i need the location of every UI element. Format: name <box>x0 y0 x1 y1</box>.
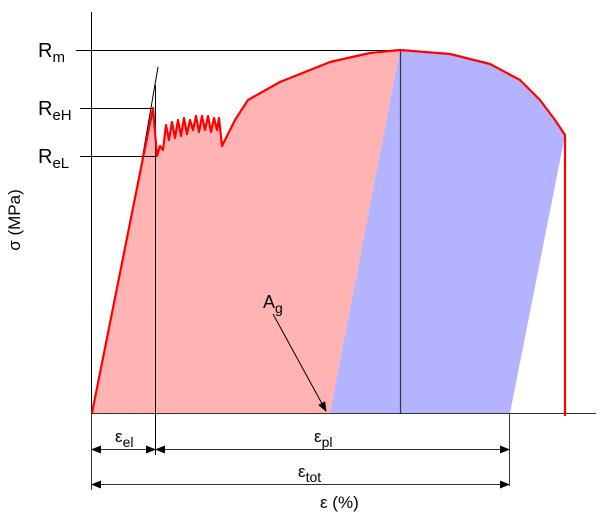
ag-arrow <box>272 313 327 412</box>
uniform-elongation-fill <box>330 50 565 413</box>
eps-tot-label: εtot <box>298 462 321 485</box>
rel-label: ReL <box>38 146 69 172</box>
eps-el-label: εel <box>115 427 134 450</box>
ag-label: Ag <box>263 292 283 316</box>
eps-pl-label: εpl <box>314 427 333 450</box>
rm-label: Rm <box>38 40 65 66</box>
stress-strain-curve <box>90 48 567 416</box>
x-axis-label: ε (%) <box>320 493 359 512</box>
reh-label: ReH <box>38 98 72 124</box>
y-axis-label: σ (MPa) <box>5 189 24 251</box>
